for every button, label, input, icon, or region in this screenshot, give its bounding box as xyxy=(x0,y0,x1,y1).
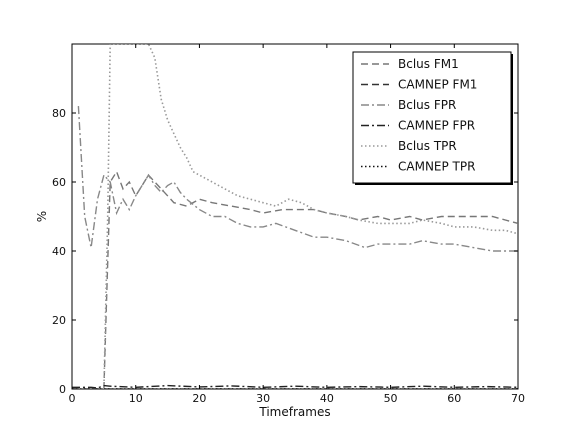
legend-label: CAMNEP FPR xyxy=(398,119,475,133)
legend-label: Bclus FPR xyxy=(398,98,456,112)
series-line-bclus-fm1 xyxy=(103,170,518,389)
series-line-bclus-fpr xyxy=(77,106,518,252)
legend-label: Bclus TPR xyxy=(398,139,457,153)
x-tick-label: 20 xyxy=(192,392,206,405)
legend-label: Bclus FM1 xyxy=(398,57,459,71)
x-tick-label: 70 xyxy=(511,392,525,405)
y-tick-label: 20 xyxy=(52,314,66,327)
y-tick-label: 60 xyxy=(52,176,66,189)
x-axis-label: Timeframes xyxy=(258,405,330,419)
y-tick-label: 40 xyxy=(52,245,66,258)
x-tick-label: 30 xyxy=(256,392,270,405)
x-tick-label: 60 xyxy=(447,392,461,405)
legend-box xyxy=(352,51,512,184)
legend-label: CAMNEP FM1 xyxy=(398,78,477,92)
x-tick-label: 50 xyxy=(384,392,398,405)
x-tick-label: 40 xyxy=(320,392,334,405)
y-tick-label: 80 xyxy=(52,107,66,120)
x-tick-label: 0 xyxy=(69,392,76,405)
legend-label: CAMNEP TPR xyxy=(398,160,475,174)
y-tick-label: 0 xyxy=(59,383,66,396)
y-axis-label: % xyxy=(35,211,49,222)
series-line-camnep-fpr xyxy=(72,384,518,389)
series-layer xyxy=(72,44,518,389)
axis-ticks: 0 10 20 30 40 50 60 70 0 20 40 60 80 xyxy=(52,44,525,405)
legend: Bclus FM1 CAMNEP FM1 Bclus FPR CAMNEP FPR Bc… xyxy=(352,51,513,185)
series-line-bclus-tpr xyxy=(103,44,518,389)
x-tick-label: 10 xyxy=(129,392,143,405)
